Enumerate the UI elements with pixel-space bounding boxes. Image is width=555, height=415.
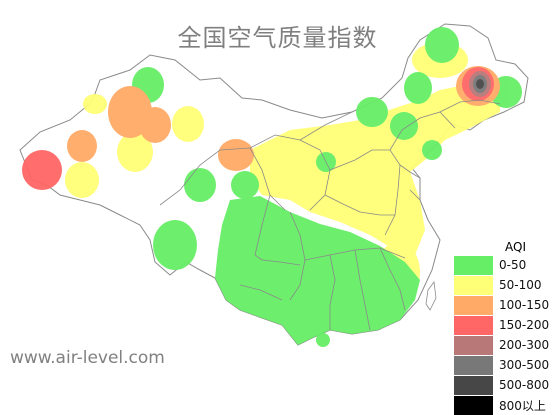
legend-item: 150-200 [454,315,549,335]
china-aqi-map [19,23,529,347]
legend-label: 0-50 [499,258,527,272]
taiwan-island [425,280,437,311]
sensitive-zone-xinjiang-east [139,107,171,143]
legend-swatch [454,255,493,275]
legend-label: 300-500 [499,358,550,372]
legend-label: 200-300 [499,338,550,352]
legend-swatch [454,315,493,335]
legend-rows: 0-50 50-100 100-150 150-200 200-300 300-500 50… [454,255,549,415]
legend-title: AQI [505,240,526,254]
legend-item: 300-500 [454,355,549,375]
good-zone-inner-mongolia-1 [356,97,388,127]
legend-item: 50-100 [454,275,549,295]
legend-swatch [454,375,493,395]
legend-swatch [454,335,493,355]
aqi-legend: AQI 0-50 50-100 100-150 150-200 200-300 300-5… [454,240,549,415]
moderate-zone-xinjiang-3 [172,106,204,142]
legend-item: 0-50 [454,255,549,275]
province-borders [159,99,501,331]
aqi-overlay [22,27,522,347]
good-zone-heilongjiang [425,27,459,63]
moderate-zone-north [250,84,500,255]
map-title: 全国空气质量指数 [177,24,378,52]
good-zone-tibet-mid [184,168,216,202]
good-zone-qinghai [231,171,259,199]
sensitive-zone-xinjiang-west [67,130,97,162]
good-zone-liaoning [422,140,442,160]
severe-zone-northeast [476,79,484,89]
legend-swatch [454,275,493,295]
legend-item: 500-800 [454,375,549,395]
legend-item: 200-300 [454,335,549,355]
legend-label: 800以上 [499,398,546,413]
legend-label: 100-150 [499,298,550,312]
legend-label: 500-800 [499,378,550,392]
good-zone-inner-mongolia-2 [390,112,418,140]
good-zone-sichuan-west [230,204,266,244]
moderate-zone-xinjiang-4 [83,94,107,114]
legend-swatch [454,295,493,315]
legend-label: 50-100 [499,278,542,292]
legend-item: 100-150 [454,295,549,315]
unhealthy-zone-kashgar [22,150,62,190]
good-zone-hainan [316,333,330,347]
good-zone-hinggan [404,72,432,104]
legend-label: 150-200 [499,318,550,332]
site-watermark: www.air-level.com [10,348,165,368]
good-zone-gansu [280,219,312,251]
sensitive-zone-qinghai [218,139,254,171]
moderate-zone-xinjiang-2 [65,162,99,198]
good-zone-south [215,196,420,345]
legend-swatch [454,355,493,375]
moderate-zone-xinjiang-1 [117,132,153,172]
legend-item: 800以上 [454,395,549,415]
legend-swatch [454,395,493,415]
good-zone-tibet-west [153,220,197,270]
